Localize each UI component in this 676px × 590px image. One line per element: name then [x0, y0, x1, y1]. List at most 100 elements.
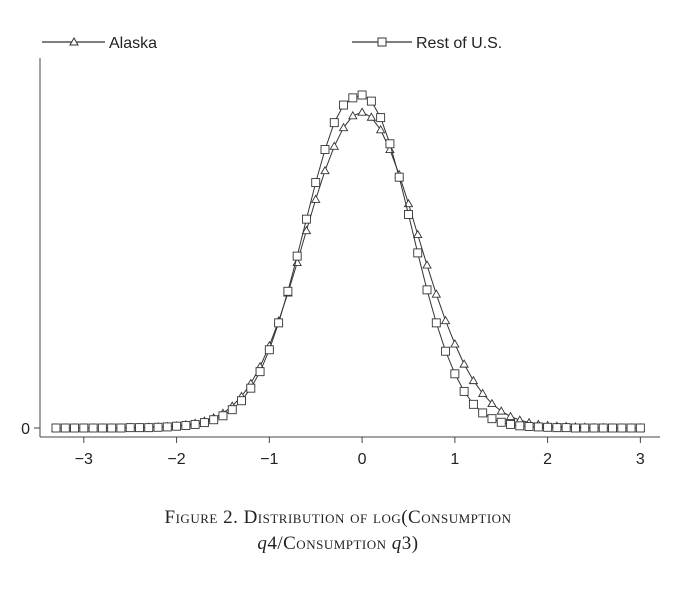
data-point-alaska	[505, 411, 516, 420]
series-line-rest-of-u-s	[56, 94, 641, 429]
data-point-rest-of-u-s	[144, 423, 154, 433]
data-point-rest-of-u-s	[478, 408, 488, 418]
caption-var-q-1: q	[257, 533, 268, 554]
data-point-rest-of-u-s	[608, 423, 617, 433]
data-point-alaska	[440, 315, 451, 325]
data-point-alaska	[459, 359, 469, 368]
y-tick-label: 0	[21, 421, 30, 438]
data-point-alaska	[487, 398, 497, 408]
data-point-rest-of-u-s	[218, 411, 228, 421]
data-point-rest-of-u-s	[422, 285, 432, 295]
data-point-rest-of-u-s	[255, 367, 265, 377]
data-point-rest-of-u-s	[515, 421, 525, 431]
data-point-rest-of-u-s	[376, 113, 386, 123]
data-point-alaska	[477, 388, 488, 398]
legend-item-alaska: Alaska	[42, 35, 157, 52]
data-point-rest-of-u-s	[88, 423, 98, 433]
data-point-rest-of-u-s	[227, 405, 237, 415]
data-point-rest-of-u-s	[107, 423, 117, 433]
figure-caption-line-2: q4/Consumption q3)	[0, 533, 676, 555]
data-point-rest-of-u-s	[51, 423, 61, 433]
legend-item-rest-of-us: Rest of U.S.	[352, 35, 502, 52]
data-point-rest-of-u-s	[301, 214, 311, 224]
data-point-rest-of-u-s	[404, 210, 413, 219]
data-point-rest-of-u-s	[366, 96, 376, 106]
figure-caption-line-1: Figure 2. Distribution of log(Consumptio…	[164, 507, 512, 528]
legend: Alaska Rest of U.S.	[42, 35, 502, 52]
data-point-alaska	[357, 107, 367, 116]
data-point-rest-of-u-s	[385, 139, 395, 149]
data-point-rest-of-u-s	[617, 423, 627, 433]
data-point-rest-of-u-s	[598, 423, 608, 433]
data-point-rest-of-u-s	[181, 421, 191, 430]
x-tick-label: 2	[543, 451, 552, 468]
data-point-alaska	[320, 165, 330, 175]
data-point-rest-of-u-s	[348, 93, 358, 103]
series-layer	[51, 90, 646, 433]
data-point-rest-of-u-s	[413, 248, 423, 258]
data-point-rest-of-u-s	[264, 345, 274, 355]
caption-num-2: 3)	[401, 533, 419, 554]
data-point-alaska	[422, 260, 432, 269]
series-rest-of-u-s	[51, 90, 645, 433]
data-point-rest-of-u-s	[524, 422, 534, 432]
data-point-alaska	[301, 225, 312, 235]
data-point-rest-of-u-s	[552, 423, 562, 433]
x-tick-label: 0	[358, 451, 367, 468]
data-point-rest-of-u-s	[450, 369, 460, 379]
data-point-rest-of-u-s	[533, 422, 543, 432]
data-point-rest-of-u-s	[70, 423, 80, 433]
x-tick-label: 3	[636, 451, 645, 468]
data-point-alaska	[468, 375, 479, 385]
data-point-rest-of-u-s	[635, 423, 645, 433]
data-point-rest-of-u-s	[135, 423, 144, 433]
data-point-rest-of-u-s	[561, 423, 571, 433]
data-point-alaska	[366, 112, 377, 121]
data-point-rest-of-u-s	[468, 399, 478, 409]
data-point-rest-of-u-s	[292, 251, 302, 261]
x-ticks: −3 −2 −1 0 1 2 3	[75, 437, 645, 468]
x-tick-label: −3	[75, 451, 93, 468]
data-point-rest-of-u-s	[162, 422, 172, 432]
data-point-rest-of-u-s	[311, 178, 321, 188]
data-point-rest-of-u-s	[237, 396, 246, 406]
data-point-rest-of-u-s	[506, 419, 515, 429]
legend-label-alaska: Alaska	[109, 35, 157, 52]
data-point-rest-of-u-s	[172, 421, 182, 431]
data-point-alaska	[496, 406, 507, 415]
data-point-alaska	[310, 194, 321, 203]
data-point-rest-of-u-s	[209, 415, 219, 425]
data-point-rest-of-u-s	[580, 423, 590, 433]
y-ticks: 0	[21, 421, 40, 438]
data-point-alaska	[348, 110, 358, 120]
x-tick-label: 1	[450, 451, 459, 468]
caption-separator: /Consumption	[277, 533, 392, 554]
data-point-rest-of-u-s	[153, 422, 163, 432]
data-point-rest-of-u-s	[274, 318, 284, 328]
data-point-rest-of-u-s	[246, 383, 256, 393]
data-point-rest-of-u-s	[60, 423, 70, 433]
data-point-rest-of-u-s	[394, 172, 404, 182]
data-point-alaska	[329, 141, 340, 150]
caption-num-1: 4	[267, 533, 278, 554]
data-point-rest-of-u-s	[357, 90, 367, 100]
x-tick-label: −1	[260, 451, 278, 468]
data-point-rest-of-u-s	[543, 422, 553, 432]
series-alaska	[51, 107, 646, 432]
data-point-rest-of-u-s	[320, 145, 330, 155]
chart: Alaska Rest of U.S. −3 −2 −1 0 1 2 3 0	[21, 35, 660, 468]
data-point-rest-of-u-s	[441, 346, 451, 356]
data-point-rest-of-u-s	[329, 118, 339, 128]
data-point-alaska	[375, 124, 386, 134]
data-point-alaska	[338, 122, 349, 132]
data-point-rest-of-u-s	[570, 423, 580, 433]
data-point-rest-of-u-s	[431, 318, 441, 328]
data-point-rest-of-u-s	[125, 423, 135, 433]
series-line-alaska	[56, 111, 641, 429]
data-point-rest-of-u-s	[487, 414, 497, 424]
caption-var-q-2: q	[391, 533, 402, 554]
x-tick-label: −2	[167, 451, 185, 468]
data-point-rest-of-u-s	[79, 423, 89, 433]
legend-label-rest-of-us: Rest of U.S.	[416, 35, 502, 52]
data-point-rest-of-u-s	[199, 418, 209, 428]
